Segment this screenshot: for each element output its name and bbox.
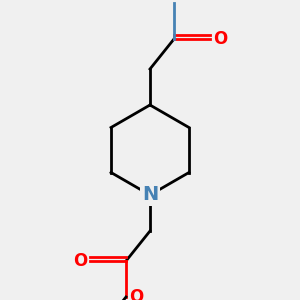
- Text: O: O: [213, 30, 227, 48]
- Text: N: N: [142, 185, 158, 205]
- Text: O: O: [129, 288, 143, 300]
- Text: O: O: [73, 252, 87, 270]
